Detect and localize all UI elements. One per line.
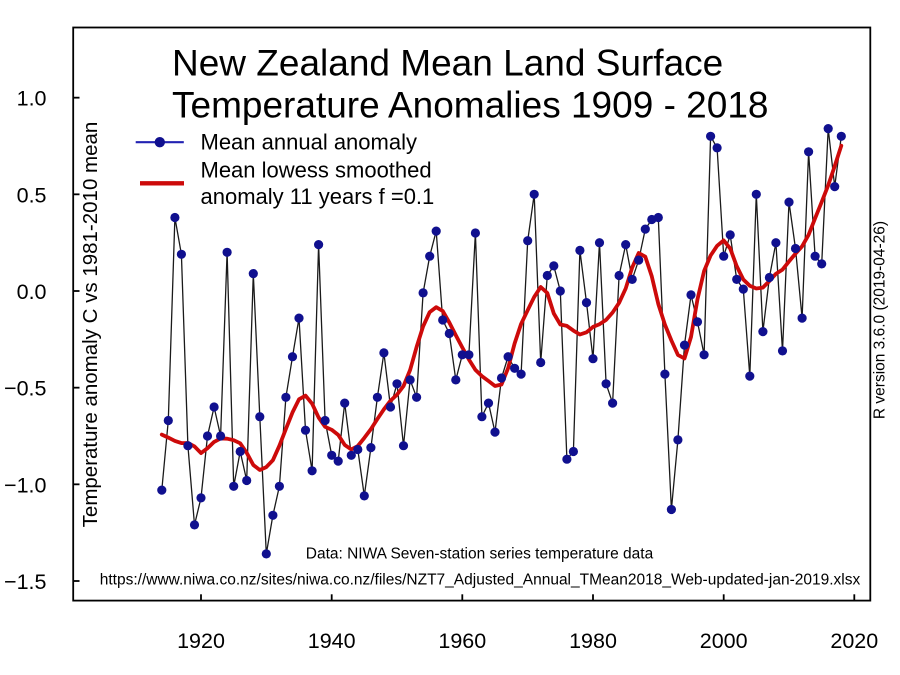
- svg-text:−1.5: −1.5: [4, 570, 46, 594]
- svg-text:R version 3.6.0 (2019-04-26): R version 3.6.0 (2019-04-26): [872, 221, 889, 419]
- svg-text:Mean lowess smoothed: Mean lowess smoothed: [201, 158, 432, 183]
- svg-text:Data: NIWA Seven-station serie: Data: NIWA Seven-station series temperat…: [306, 546, 654, 563]
- svg-text:0.5: 0.5: [17, 183, 47, 207]
- svg-text:anomaly 11 years f =0.1: anomaly 11 years f =0.1: [201, 184, 435, 209]
- svg-text:−1.0: −1.0: [4, 473, 46, 497]
- svg-text:Mean annual anomaly: Mean annual anomaly: [201, 130, 417, 155]
- svg-text:1940: 1940: [308, 629, 356, 653]
- svg-text:2020: 2020: [830, 629, 878, 653]
- svg-text:1980: 1980: [569, 629, 617, 653]
- svg-text:https://www.niwa.co.nz/sites/n: https://www.niwa.co.nz/sites/niwa.co.nz/…: [100, 572, 861, 589]
- svg-text:1960: 1960: [438, 629, 486, 653]
- svg-text:−0.5: −0.5: [4, 377, 46, 401]
- svg-text:0.0: 0.0: [17, 280, 47, 304]
- svg-text:Temperature anomaly C vs 1981-: Temperature anomaly C vs 1981-2010 mean: [79, 122, 102, 528]
- svg-text:1.0: 1.0: [17, 87, 47, 111]
- svg-text:1920: 1920: [177, 629, 225, 653]
- svg-text:New Zealand Mean Land Surface: New Zealand Mean Land Surface: [172, 43, 723, 84]
- svg-text:2000: 2000: [700, 629, 748, 653]
- svg-text:Temperature Anomalies 1909 - 2: Temperature Anomalies 1909 - 2018: [172, 85, 768, 126]
